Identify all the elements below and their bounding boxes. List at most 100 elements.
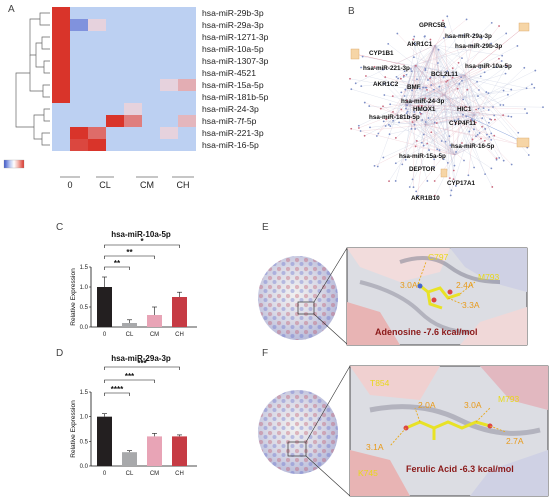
network-node — [454, 184, 457, 187]
heatmap-cell — [160, 7, 178, 19]
network-node — [360, 85, 363, 88]
network-edge — [426, 89, 456, 156]
network-node — [424, 97, 427, 100]
heatmap-cell — [106, 55, 124, 67]
network-node — [516, 45, 519, 47]
heatmap-cell — [52, 67, 70, 79]
heatmap-cell — [142, 139, 160, 151]
network-node — [404, 158, 407, 161]
heatmap-cell — [106, 67, 124, 79]
network-edge — [388, 94, 446, 182]
heatmap-col-cl: CL — [99, 180, 111, 190]
panel-letter-f: F — [262, 348, 269, 359]
network-edge — [414, 64, 527, 89]
network-edge — [444, 94, 473, 140]
network-node — [421, 98, 424, 101]
network-node — [480, 37, 483, 40]
panel-letter-b: B — [348, 6, 355, 17]
network-edge — [369, 105, 476, 116]
docking-caption: Ferulic Acid -6.3 kcal/mol — [406, 464, 514, 474]
network-node — [408, 186, 411, 188]
network-node — [437, 62, 439, 64]
network-node — [403, 95, 406, 97]
y-tick-label: 0.5 — [80, 305, 89, 311]
network-node — [419, 112, 422, 115]
network-edge — [425, 44, 436, 69]
network-node — [369, 126, 371, 129]
network-edge — [392, 111, 456, 156]
network-node — [382, 68, 384, 71]
heatmap-cell — [178, 127, 196, 139]
network-edge — [382, 106, 456, 156]
row-dendrogram — [15, 12, 50, 146]
y-tick-label: 1.0 — [80, 285, 89, 291]
network-edge — [464, 74, 501, 106]
heatmap-cell — [70, 103, 88, 115]
network-node — [490, 167, 493, 170]
heatmap-cell — [178, 7, 196, 19]
heatmap-cell — [70, 91, 88, 103]
heatmap-cell — [124, 19, 142, 31]
network-node — [438, 85, 441, 88]
network-edge — [395, 114, 476, 164]
network-node — [402, 75, 405, 78]
network-node — [526, 112, 528, 115]
network-hub-box — [350, 48, 360, 60]
heatmap-cell — [124, 91, 142, 103]
heatmap-cell — [142, 55, 160, 67]
docking-panel-f: T854 M793 K745 2.0A 3.0A 3.1A 2.7A Ferul… — [258, 365, 549, 497]
heatmap-cell — [160, 91, 178, 103]
network-node — [488, 121, 490, 124]
network-node — [433, 88, 435, 91]
heatmap-cell — [178, 31, 196, 43]
network-node — [448, 36, 450, 39]
network-node — [400, 91, 403, 94]
network-node — [446, 70, 449, 72]
network-edge — [454, 89, 468, 156]
network-node — [430, 131, 433, 134]
network-node — [416, 194, 419, 197]
net-label: hsa-miR-221-3p — [363, 65, 410, 72]
network-edge — [419, 44, 436, 89]
network-node — [360, 66, 362, 69]
network-node — [412, 38, 415, 41]
network-node — [365, 75, 367, 77]
heatmap-cell — [88, 31, 106, 43]
heatmap-row-label: hsa-miR-181b-5p — [202, 92, 269, 102]
network-node — [492, 106, 494, 108]
network-node — [437, 48, 440, 51]
network-node — [461, 57, 463, 60]
network-edge — [374, 114, 476, 167]
network-edge — [429, 78, 446, 96]
network-edge — [447, 16, 466, 76]
network-node — [506, 93, 509, 96]
heatmap-cell — [88, 43, 106, 55]
network-node — [531, 83, 533, 86]
network-node — [451, 76, 454, 79]
network-node — [425, 108, 428, 111]
net-label: DEPTOR — [409, 166, 436, 173]
network-edge — [358, 94, 446, 129]
network-node — [479, 75, 482, 78]
network-nodes — [349, 15, 544, 197]
network-edge — [442, 20, 456, 156]
network-node — [433, 158, 436, 161]
x-tick-label: 0 — [103, 471, 107, 477]
network-node — [499, 104, 502, 106]
bar — [97, 287, 112, 327]
heatmap-cell — [88, 91, 106, 103]
network-node — [413, 35, 416, 38]
heatmap-cell — [70, 19, 88, 31]
network-edge — [404, 90, 504, 106]
heatmap-cell — [124, 115, 142, 127]
docking-caption: Adenosine -7.6 kcal/mol — [375, 327, 478, 337]
network-node — [411, 178, 414, 181]
network-node — [391, 95, 394, 98]
network-edge — [414, 64, 512, 90]
network-edge — [459, 74, 466, 84]
heatmap-cell — [160, 55, 178, 67]
network-node — [421, 119, 424, 121]
heatmap-cell — [160, 115, 178, 127]
network-node — [490, 132, 493, 135]
